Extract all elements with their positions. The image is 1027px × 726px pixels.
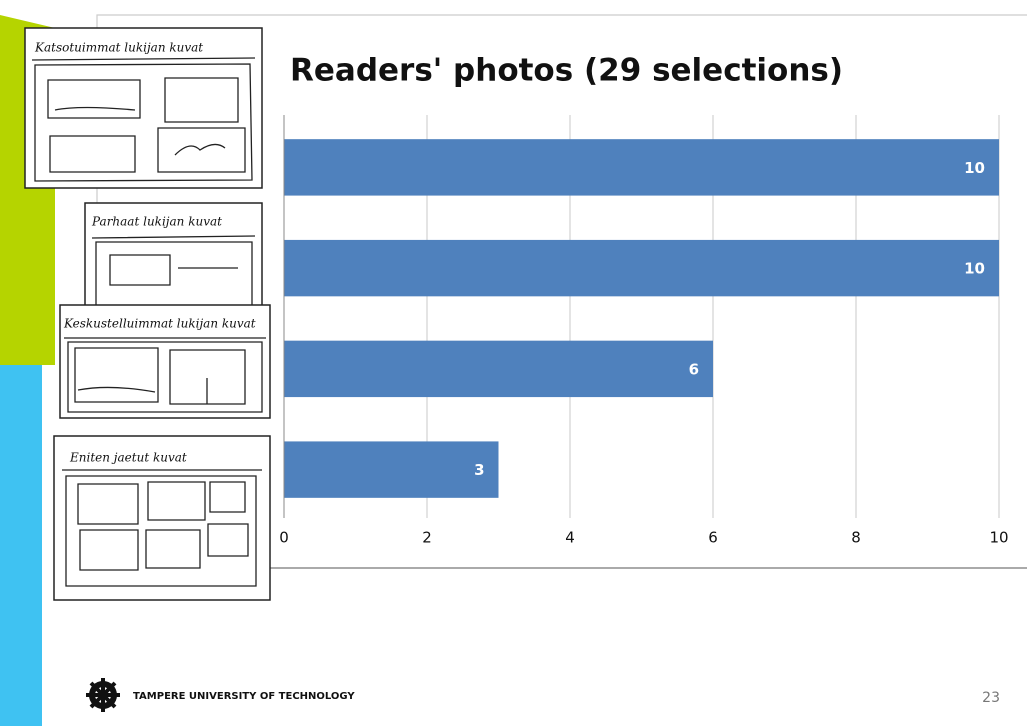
sketch-frame [53,435,271,601]
sketch-frame [84,202,263,321]
category-label: Keskustelluimmat lukijan kuvat [63,317,256,331]
x-tick-label: 8 [851,529,861,547]
bar [284,441,499,498]
logo-teeth [86,678,120,712]
sketch-frame [59,304,271,419]
blue-stripe [0,365,42,726]
x-tick-label: 2 [422,529,432,547]
bar [284,239,999,297]
data-label: 6 [689,360,699,378]
category-label: Katsotuimmat lukijan kuvat [34,41,203,55]
x-tick-label: 0 [279,529,289,547]
sketch-drawing [64,337,266,413]
data-label: 10 [964,260,985,278]
sketch-drawing [62,469,262,587]
footer-institution: TAMPERE UNIVERSITY OF TECHNOLOGY [133,691,355,702]
plot-area: 0 2 4 6 8 10 10 10 6 3 [279,115,1009,547]
category-label: Eniten jaetut kuvat [69,451,187,465]
data-label: 10 [964,159,985,177]
sketch-2: Parhaat lukijan kuvat [84,202,263,321]
chart-title: Readers' photos (29 selections) [290,53,843,89]
bar [284,139,999,196]
x-tick-label: 6 [708,529,718,547]
bar [284,340,713,398]
sketch-drawing [31,57,256,182]
sketch-3: Keskustelluimmat lukijan kuvat [59,304,271,419]
data-label: 3 [474,461,484,479]
x-tick-label: 4 [565,529,575,547]
category-label: Parhaat lukijan kuvat [91,215,222,229]
page-number: 23 [982,690,1000,706]
sketch-4: Eniten jaetut kuvat [53,435,271,601]
sketch-1: Katsotuimmat lukijan kuvat [24,27,263,189]
x-tick-label: 10 [989,529,1008,547]
logo [86,678,120,712]
